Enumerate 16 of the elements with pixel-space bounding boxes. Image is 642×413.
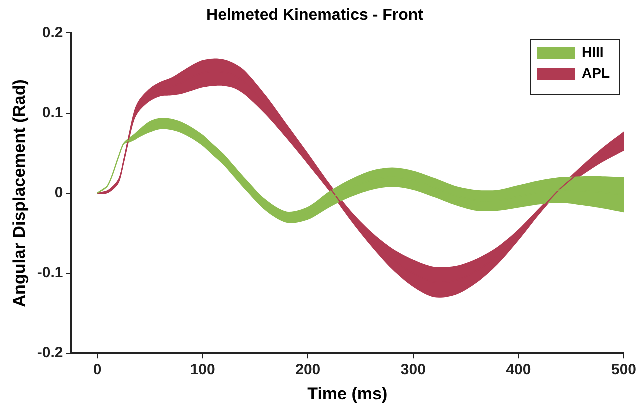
x-tick-label: 500 (611, 362, 637, 379)
chart-title: Helmeted Kinematics - Front (206, 7, 424, 24)
legend-label: HIII (582, 44, 604, 60)
y-axis-title: Angular Displacement (Rad) (10, 80, 29, 308)
y-tick-label: 0.2 (42, 24, 64, 42)
x-axis-title: Time (ms) (308, 384, 388, 404)
x-tick-label: 100 (190, 362, 216, 379)
x-tick-label: 200 (296, 362, 321, 379)
x-tick-label: 0 (93, 362, 102, 379)
x-tick-label: 400 (506, 362, 532, 379)
y-tick-label: 0 (54, 184, 64, 202)
legend-label: APL (582, 65, 610, 82)
y-tick-label: 0.1 (42, 104, 64, 122)
x-tick-label: 300 (400, 362, 426, 379)
y-tick-label: -0.2 (37, 344, 64, 362)
y-tick-label: -0.1 (37, 264, 64, 282)
